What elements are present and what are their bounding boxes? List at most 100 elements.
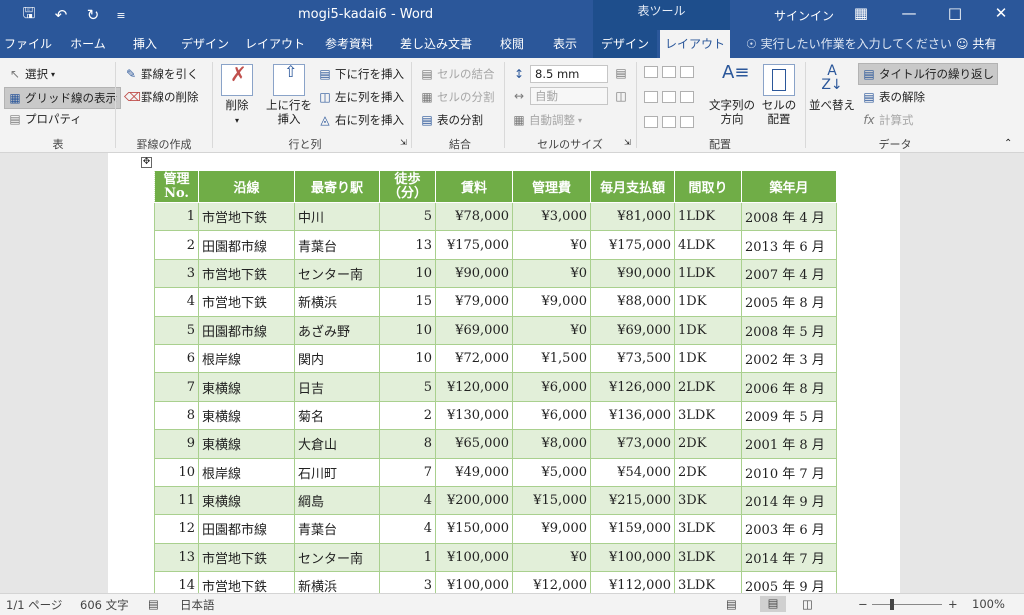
share-button[interactable]: ☺ 共有 (956, 30, 996, 58)
cell-rent[interactable]: ¥200,000 (435, 485, 513, 516)
cell-walk[interactable]: 4 (379, 514, 436, 544)
align-middle-left-icon[interactable] (644, 91, 658, 103)
align-bottom-right-icon[interactable] (680, 116, 694, 128)
cell-monthly[interactable]: ¥81,000 (590, 201, 675, 232)
cell-walk[interactable]: 1 (379, 542, 436, 573)
cell-monthly[interactable]: ¥90,000 (590, 258, 675, 289)
cell-no[interactable]: 3 (154, 258, 199, 289)
cell-station[interactable]: 石川町 (294, 457, 380, 487)
cell-layout[interactable]: 3DK (674, 485, 742, 516)
cell-station[interactable]: 新横浜 (294, 287, 380, 317)
cell-no[interactable]: 13 (154, 542, 199, 573)
select-button[interactable]: ↖ 選択 ▾ (8, 66, 55, 82)
column-width-input[interactable]: 自動 (530, 87, 608, 105)
cell-layout[interactable]: 3LDK (674, 400, 742, 431)
close-icon[interactable]: ✕ (994, 4, 1008, 22)
cell-station[interactable]: 大倉山 (294, 429, 380, 459)
cell-rent[interactable]: ¥72,000 (435, 343, 513, 374)
cell-fee[interactable]: ¥6,000 (512, 400, 591, 431)
cell-layout[interactable]: 2LDK (674, 372, 742, 402)
cell-walk[interactable]: 10 (379, 343, 436, 374)
cell-station[interactable]: 日吉 (294, 372, 380, 402)
draw-table-button[interactable]: ✎ 罫線を引く (124, 66, 199, 82)
dialog-launcher-icon[interactable]: ⇲ (400, 138, 407, 147)
align-top-center-icon[interactable] (662, 66, 676, 78)
insert-left-button[interactable]: ◫ 左に列を挿入 (318, 89, 404, 105)
word-count[interactable]: 606 文字 (80, 598, 129, 612)
cell-fee[interactable]: ¥0 (512, 315, 591, 345)
zoom-level[interactable]: 100% (972, 597, 1005, 611)
autofit-button[interactable]: ▦ 自動調整 ▾ (512, 112, 582, 128)
cell-walk[interactable]: 4 (379, 485, 436, 516)
cell-no[interactable]: 14 (154, 571, 199, 593)
cell-fee[interactable]: ¥1,500 (512, 343, 591, 374)
cell-station[interactable]: センター南 (294, 542, 380, 573)
tab-view[interactable]: 表示 (552, 37, 577, 51)
cell-line[interactable]: 田園都市線 (198, 315, 295, 345)
convert-to-text-button[interactable]: ▤ 表の解除 (862, 89, 925, 105)
cell-monthly[interactable]: ¥73,000 (590, 429, 675, 459)
cell-fee[interactable]: ¥15,000 (512, 485, 591, 516)
eraser-button[interactable]: ⌫ 罫線の削除 (124, 89, 199, 105)
insert-above-button[interactable]: ⇧ 上に行を 挿入 (264, 64, 314, 127)
cell-station[interactable]: 菊名 (294, 400, 380, 431)
cell-built[interactable]: 2008 年 4 月 (741, 201, 837, 232)
cell-built[interactable]: 2014 年 7 月 (741, 542, 837, 573)
cell-fee[interactable]: ¥8,000 (512, 429, 591, 459)
cell-walk[interactable]: 2 (379, 400, 436, 431)
tell-me-box[interactable]: ☉ 実行したい作業を入力してください (746, 30, 952, 58)
cell-line[interactable]: 東横線 (198, 429, 295, 459)
split-table-button[interactable]: ▤ 表の分割 (420, 112, 483, 128)
header-cell-rent[interactable]: 賃料 (435, 170, 513, 203)
cell-monthly[interactable]: ¥126,000 (590, 372, 675, 402)
cell-margins-button[interactable]: セルの 配置 (758, 64, 800, 126)
cell-fee[interactable]: ¥5,000 (512, 457, 591, 487)
cell-line[interactable]: 市営地下鉄 (198, 258, 295, 289)
cell-walk[interactable]: 13 (379, 230, 436, 260)
insert-below-button[interactable]: ▤ 下に行を挿入 (318, 66, 404, 82)
header-cell-no[interactable]: 管理 No. (154, 170, 199, 203)
cell-layout[interactable]: 2DK (674, 429, 742, 459)
cell-layout[interactable]: 1DK (674, 343, 742, 374)
cell-no[interactable]: 11 (154, 485, 199, 516)
insert-right-button[interactable]: ◬ 右に列を挿入 (318, 112, 404, 128)
cell-walk[interactable]: 10 (379, 315, 436, 345)
cell-no[interactable]: 10 (154, 457, 199, 487)
cell-line[interactable]: 東横線 (198, 372, 295, 402)
sort-button[interactable]: A Z↓ 並べ替え (808, 64, 856, 112)
cell-station[interactable]: 綱島 (294, 485, 380, 516)
cell-monthly[interactable]: ¥175,000 (590, 230, 675, 260)
cell-rent[interactable]: ¥65,000 (435, 429, 513, 459)
maximize-icon[interactable]: □ (947, 4, 963, 22)
tab-insert[interactable]: 挿入 (132, 37, 157, 51)
cell-built[interactable]: 2005 年 8 月 (741, 287, 837, 317)
cell-built[interactable]: 2003 年 6 月 (741, 514, 837, 544)
cell-rent[interactable]: ¥90,000 (435, 258, 513, 289)
cell-layout[interactable]: 4LDK (674, 230, 742, 260)
align-middle-right-icon[interactable] (680, 91, 694, 103)
cell-built[interactable]: 2002 年 3 月 (741, 343, 837, 374)
undo-icon[interactable]: ↶ (54, 6, 68, 24)
cell-monthly[interactable]: ¥88,000 (590, 287, 675, 317)
cell-rent[interactable]: ¥100,000 (435, 542, 513, 573)
cell-no[interactable]: 4 (154, 287, 199, 317)
ribbon-display-icon[interactable]: ▦ (853, 4, 869, 22)
cell-no[interactable]: 8 (154, 400, 199, 431)
formula-button[interactable]: fx 計算式 (862, 112, 913, 128)
minimize-icon[interactable]: — (901, 4, 917, 22)
cell-built[interactable]: 2010 年 7 月 (741, 457, 837, 487)
cell-no[interactable]: 6 (154, 343, 199, 374)
cell-no[interactable]: 2 (154, 230, 199, 260)
cell-layout[interactable]: 2DK (674, 457, 742, 487)
header-cell-fee[interactable]: 管理費 (512, 170, 591, 203)
cell-built[interactable]: 2009 年 5 月 (741, 400, 837, 431)
cell-rent[interactable]: ¥150,000 (435, 514, 513, 544)
cell-walk[interactable]: 15 (379, 287, 436, 317)
cell-layout[interactable]: 3LDK (674, 542, 742, 573)
tab-page-layout[interactable]: レイアウト (244, 37, 305, 51)
header-cell-built[interactable]: 築年月 (741, 170, 837, 203)
cell-built[interactable]: 2001 年 8 月 (741, 429, 837, 459)
cell-line[interactable]: 東横線 (198, 485, 295, 516)
cell-layout[interactable]: 3LDK (674, 571, 742, 593)
cell-fee[interactable]: ¥0 (512, 258, 591, 289)
